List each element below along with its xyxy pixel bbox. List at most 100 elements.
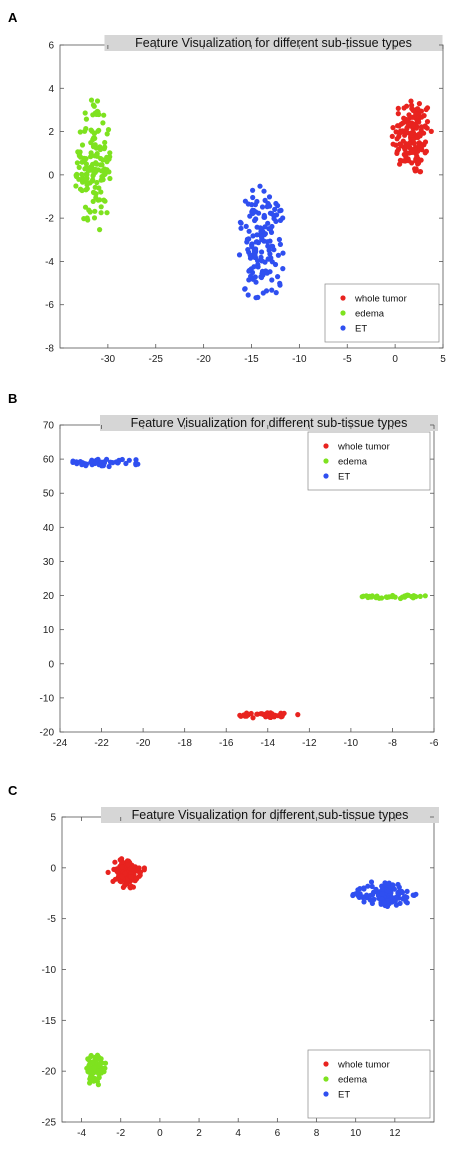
- data-point: [81, 216, 87, 222]
- data-point: [78, 154, 84, 160]
- y-tick-label: 30: [43, 557, 55, 568]
- y-tick-label: -25: [42, 1118, 57, 1129]
- series-et: [236, 183, 286, 301]
- data-point: [80, 179, 86, 185]
- data-point: [101, 112, 107, 118]
- y-tick-label: 0: [48, 170, 54, 181]
- data-point: [353, 891, 359, 897]
- data-point: [265, 256, 271, 262]
- series-edema: [73, 97, 113, 233]
- data-point: [255, 294, 261, 300]
- title-text: Feature Visualization for different sub-…: [131, 416, 408, 430]
- data-point: [106, 169, 112, 175]
- data-point: [76, 164, 82, 170]
- data-point: [119, 874, 125, 880]
- data-point: [245, 201, 251, 207]
- data-point: [252, 252, 258, 258]
- data-point: [369, 900, 375, 907]
- data-point: [405, 156, 411, 162]
- data-point: [386, 880, 392, 886]
- y-tick-label: -20: [42, 1067, 57, 1078]
- data-point: [259, 204, 266, 210]
- data-point: [120, 884, 126, 891]
- legend-marker: [323, 1076, 329, 1082]
- data-point: [416, 131, 422, 137]
- data-point: [416, 101, 422, 107]
- data-point: [87, 209, 93, 215]
- data-point: [278, 714, 284, 720]
- data-point: [376, 595, 382, 601]
- data-point: [413, 891, 419, 897]
- data-point: [245, 247, 251, 253]
- data-point: [242, 286, 248, 292]
- data-point: [407, 145, 413, 151]
- y-tick-label: 2: [48, 127, 54, 138]
- panel-letter: A: [8, 10, 18, 25]
- chart-title: Feature Visualization for different sub-…: [104, 35, 443, 51]
- x-tick-label: -25: [149, 354, 164, 365]
- data-point: [413, 111, 419, 117]
- data-point: [236, 252, 243, 258]
- data-point: [84, 186, 90, 192]
- data-point: [259, 249, 265, 255]
- data-point: [94, 151, 100, 157]
- series-edema: [84, 1052, 109, 1088]
- x-tick-label: -10: [292, 354, 307, 365]
- legend-marker: [323, 473, 329, 479]
- data-point: [385, 888, 391, 894]
- x-tick-label: -12: [302, 738, 317, 749]
- data-point: [82, 110, 88, 116]
- x-tick-label: -2: [116, 1128, 125, 1139]
- data-point: [395, 111, 401, 117]
- data-point: [267, 210, 273, 216]
- data-point: [250, 187, 256, 193]
- data-point: [89, 1060, 95, 1066]
- data-point: [133, 457, 139, 463]
- data-point: [419, 114, 425, 120]
- data-point: [107, 175, 113, 182]
- data-point: [280, 250, 286, 256]
- data-point: [384, 903, 391, 910]
- data-point: [401, 115, 407, 121]
- data-point: [82, 204, 89, 210]
- title-background: [104, 35, 443, 51]
- x-tick-label: 4: [235, 1128, 241, 1139]
- data-point: [422, 150, 428, 156]
- y-tick-label: 20: [43, 591, 55, 602]
- series-whole-tumor: [105, 856, 147, 891]
- data-point: [98, 1056, 104, 1062]
- data-point: [237, 712, 243, 718]
- data-point: [276, 236, 282, 243]
- data-point: [125, 862, 131, 868]
- data-point: [381, 900, 387, 906]
- x-tick-label: 0: [157, 1128, 163, 1139]
- data-point: [117, 857, 123, 863]
- data-point: [409, 149, 415, 155]
- data-point: [404, 150, 410, 156]
- y-tick-label: -10: [42, 965, 57, 976]
- data-point: [102, 139, 108, 146]
- data-point: [250, 194, 256, 201]
- data-point: [92, 110, 98, 116]
- data-point: [415, 160, 422, 166]
- data-point: [91, 135, 97, 141]
- y-tick-label: 0: [48, 659, 54, 670]
- x-tick-label: -10: [344, 738, 359, 749]
- data-point: [379, 883, 385, 889]
- data-point: [400, 120, 406, 126]
- x-tick-label: 12: [389, 1128, 401, 1139]
- data-point: [269, 243, 275, 249]
- y-tick-label: 60: [43, 455, 55, 466]
- legend-label: whole tumor: [337, 1060, 390, 1071]
- data-point: [403, 144, 409, 150]
- data-point: [107, 154, 113, 160]
- y-tick-label: -2: [45, 214, 54, 225]
- data-point: [97, 227, 103, 233]
- data-point: [379, 891, 385, 897]
- legend-label: whole tumor: [354, 294, 407, 305]
- data-point: [398, 143, 404, 149]
- y-tick-label: 50: [43, 489, 55, 500]
- data-point: [395, 890, 401, 896]
- data-point: [94, 1057, 100, 1063]
